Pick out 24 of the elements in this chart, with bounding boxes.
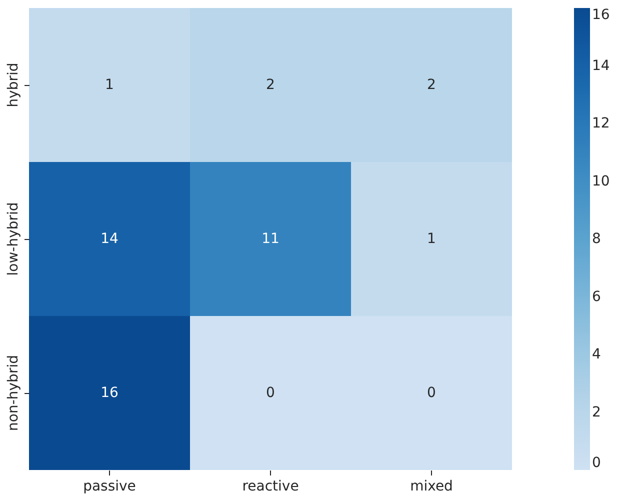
y-tick-label: hybrid bbox=[6, 62, 22, 108]
data-label: 16 bbox=[100, 385, 118, 401]
x-tick-label: reactive bbox=[242, 478, 299, 494]
data-label: 2 bbox=[427, 77, 436, 93]
color-bar-label: 12 bbox=[592, 116, 610, 132]
x-tick-label: mixed bbox=[410, 478, 453, 494]
color-bar-label: 4 bbox=[592, 346, 601, 362]
color-bar-label: 2 bbox=[592, 404, 601, 420]
y-tick-label: low-hybrid bbox=[6, 202, 22, 276]
color-bar-label: 16 bbox=[592, 7, 610, 23]
data-label: 11 bbox=[262, 231, 280, 247]
x-tick-label: passive bbox=[83, 478, 136, 494]
data-label: 0 bbox=[427, 385, 436, 401]
data-label: 1 bbox=[427, 231, 436, 247]
color-bar-label: 6 bbox=[592, 288, 601, 305]
data-label: 2 bbox=[266, 77, 275, 93]
data-label: 1 bbox=[105, 77, 114, 93]
color-bar-label: 14 bbox=[592, 58, 610, 74]
color-bar-label: 10 bbox=[592, 173, 610, 190]
color-bar-label: 8 bbox=[592, 231, 601, 247]
color-bar-label: 0 bbox=[592, 455, 601, 471]
data-label: 14 bbox=[100, 231, 118, 247]
data-label: 0 bbox=[266, 385, 275, 401]
y-tick-label: non-hybrid bbox=[6, 355, 22, 431]
